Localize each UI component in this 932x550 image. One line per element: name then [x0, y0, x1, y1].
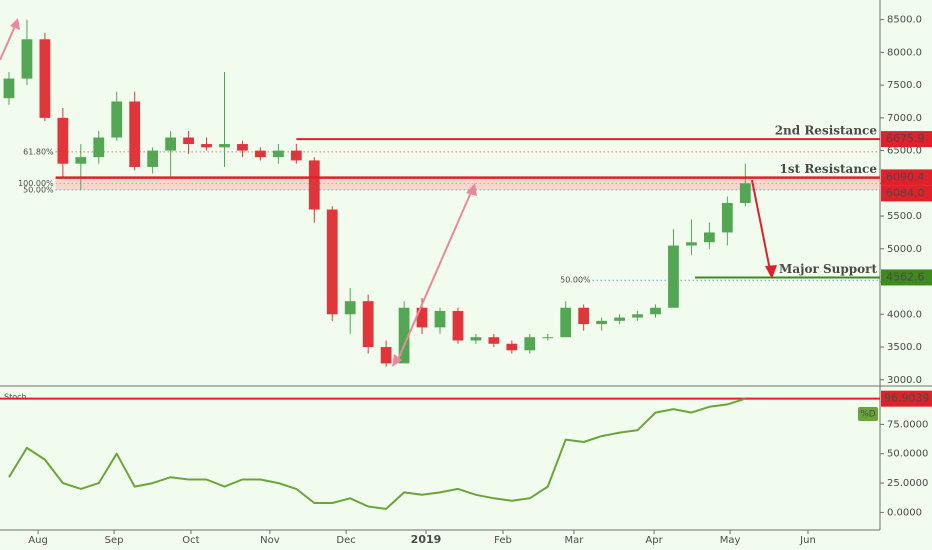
price-box-label: 6090.4 [886, 170, 925, 183]
candle-body [686, 242, 697, 246]
y-tick-label: 0.0000 [887, 507, 922, 518]
candle-body [596, 320, 608, 325]
candle-body [632, 314, 643, 318]
price-box [881, 390, 932, 407]
candle-body [183, 137, 194, 145]
y-tick-label: 5000.0 [887, 244, 922, 255]
y-tick-label: 7500.0 [887, 80, 922, 91]
price-box-label: 96.9039 [884, 392, 930, 405]
candle-body [721, 202, 733, 233]
candle-body [668, 245, 679, 308]
candle-body [488, 337, 500, 344]
x-tick-label: Feb [494, 535, 512, 546]
level-label: Major Support [779, 262, 877, 276]
price-box-label: 4562.6 [886, 270, 925, 283]
x-tick-label: May [720, 535, 741, 546]
candle-body [272, 150, 284, 158]
candle-body [578, 307, 590, 325]
y-tick-label: 6500.0 [887, 146, 922, 157]
x-tick-label: Jun [799, 535, 816, 546]
candle-body [219, 144, 230, 148]
y-tick-label: 25.0000 [887, 478, 928, 489]
y-tick-label: 3000.0 [887, 375, 922, 386]
x-tick-label: Apr [645, 535, 663, 546]
y-tick-label: 75.0000 [887, 419, 928, 430]
price-box-label: 6675.9 [886, 132, 925, 145]
candle-body [39, 39, 51, 118]
candle-body [201, 144, 212, 148]
price-box [881, 269, 932, 286]
candle-body [165, 137, 176, 151]
legend-label: %D [860, 410, 876, 420]
arrow-head [10, 18, 20, 30]
candle-body [75, 157, 87, 164]
x-tick-label: Mar [565, 535, 585, 546]
level-label: 1st Resistance [780, 162, 878, 176]
stoch-line [8, 397, 746, 510]
candle-body [308, 160, 320, 210]
price-box [881, 169, 932, 186]
x-tick-label: 2019 [411, 533, 442, 546]
candle-body [111, 101, 123, 138]
y-tick-label: 8500.0 [887, 15, 922, 26]
candle-body [237, 144, 248, 151]
y-tick-label: 7000.0 [887, 113, 922, 124]
y-tick-label: 50.0000 [887, 449, 928, 460]
candle-body [542, 337, 554, 339]
candle-body [560, 307, 572, 338]
level-label: 2nd Resistance [775, 124, 878, 138]
candle-body [470, 337, 482, 341]
candle-body [129, 101, 141, 167]
fib-label: 61.80% [23, 147, 54, 156]
candle-body [255, 150, 266, 158]
price-box-label: 6084.0 [886, 186, 925, 199]
candle-body [434, 311, 446, 328]
candle-body [398, 307, 410, 364]
candle-body [506, 343, 518, 351]
x-tick-label: Aug [28, 535, 48, 546]
y-tick-label: 8000.0 [887, 47, 922, 58]
fib-label: 100.00% [18, 179, 54, 188]
candle-body [452, 311, 464, 341]
candle-body [57, 117, 69, 164]
y-tick-label: 5500.0 [887, 211, 922, 222]
arrow [0, 23, 17, 61]
candle-body [3, 78, 15, 99]
arrow [751, 179, 771, 271]
fib-label: 50.00% [23, 185, 54, 194]
candle-body [21, 39, 33, 79]
x-tick-label: Oct [182, 535, 199, 546]
x-tick-label: Sep [105, 535, 124, 546]
x-tick-label: Nov [260, 535, 280, 546]
candle-body [147, 150, 159, 167]
legend-badge [858, 407, 878, 421]
price-box [881, 185, 932, 202]
indicator-title: Stoch [4, 393, 27, 402]
candle-body [290, 150, 302, 161]
candle-body [93, 137, 105, 158]
candle-body [650, 307, 661, 315]
y-tick-label: 3500.0 [887, 342, 922, 353]
candle-body [739, 183, 751, 203]
fib-label: 50.00% [560, 276, 591, 285]
candle-body [416, 307, 428, 328]
y-tick-label: 4000.0 [887, 309, 922, 320]
candle-body [704, 232, 715, 243]
arrow-head [466, 183, 477, 196]
arrow-head [765, 265, 777, 279]
candle-body [524, 337, 536, 351]
candle-body [326, 209, 338, 315]
candle-body [380, 347, 392, 364]
candle-body [344, 301, 356, 315]
candle-body [614, 317, 625, 321]
x-tick-label: Dec [336, 535, 355, 546]
arrow [395, 189, 473, 365]
arrow-head [392, 354, 402, 367]
price-box [881, 131, 932, 148]
annotations [0, 18, 777, 367]
candle-body [362, 301, 374, 348]
